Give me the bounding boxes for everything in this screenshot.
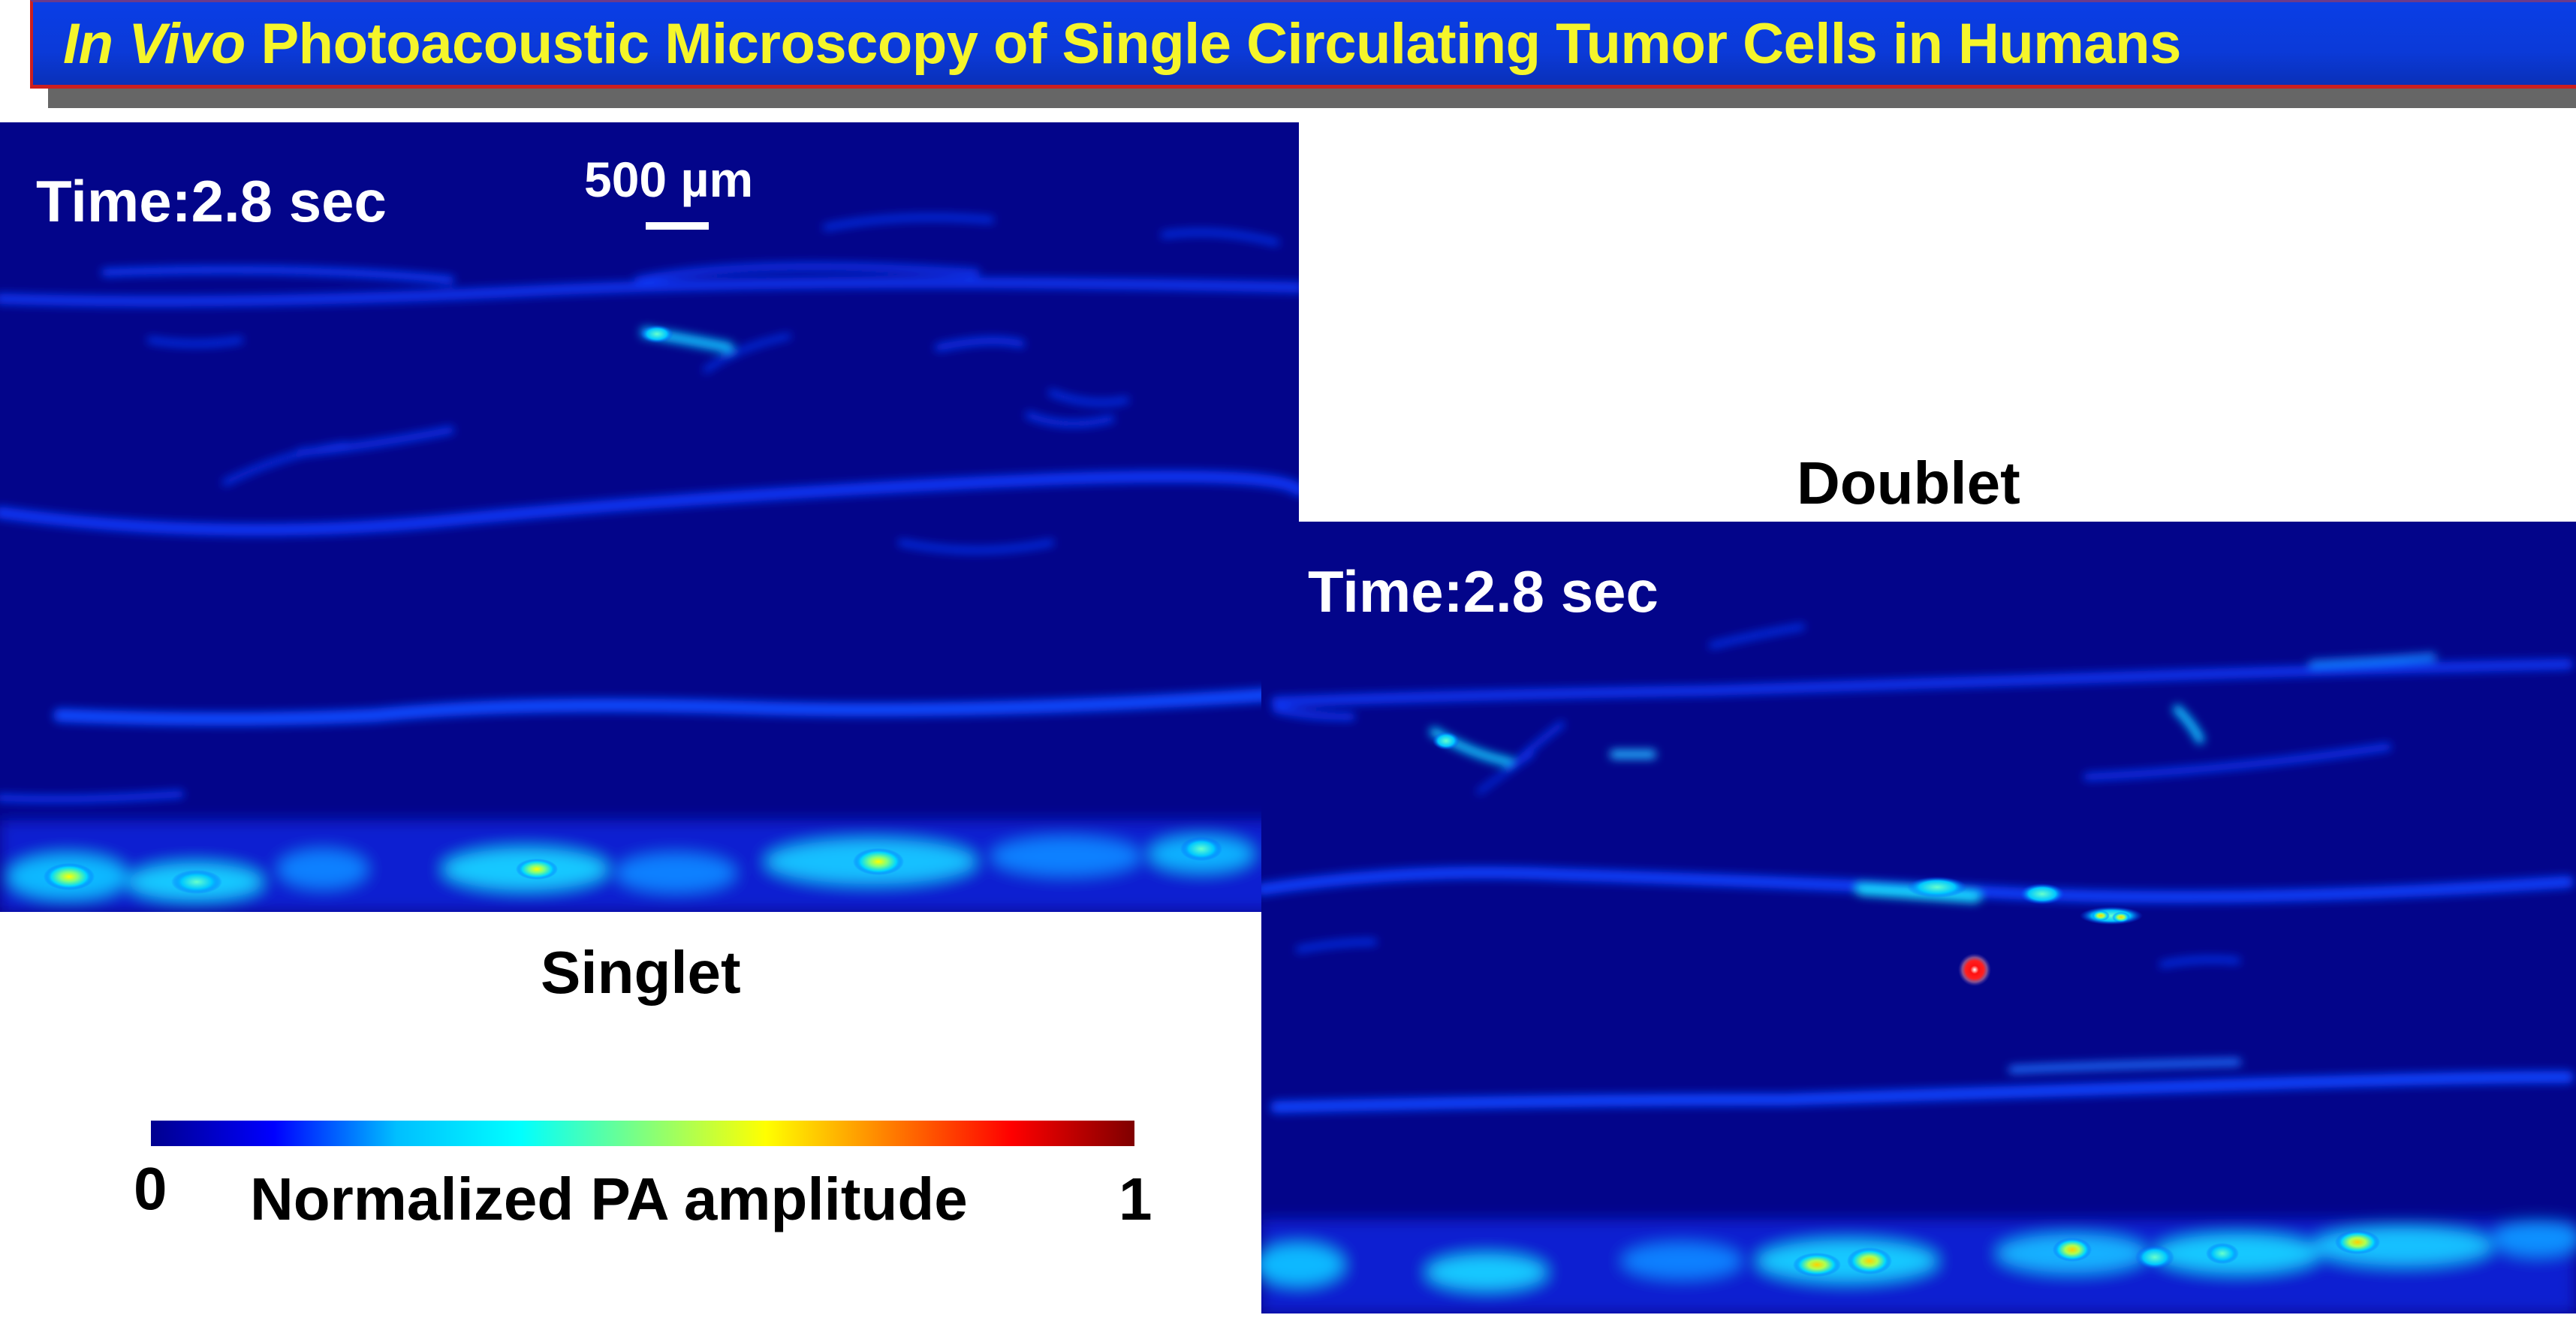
doublet-time-label: Time:2.8 sec — [1308, 558, 1659, 624]
singlet-pam-image: Time:2.8 sec 500 µm — [0, 122, 1299, 912]
colorbar-title: Normalized PA amplitude — [250, 1166, 968, 1232]
slide-title: In Vivo Photoacoustic Microscopy of Sing… — [33, 11, 2181, 77]
red-marker-dot — [1958, 953, 1991, 986]
colorbar-max-label: 1 — [1119, 1166, 1152, 1232]
singlet-time-label: Time:2.8 sec — [36, 168, 387, 234]
slide-title-italic: In Vivo — [63, 11, 246, 76]
doublet-vessel-map — [1261, 624, 2576, 1313]
title-banner: In Vivo Photoacoustic Microscopy of Sing… — [30, 0, 2576, 89]
title-shadow — [48, 89, 2576, 108]
scale-bar-label: 500 µm — [584, 152, 754, 207]
doublet-pam-image: Time:2.8 sec — [1261, 522, 2576, 1313]
singlet-vessel-map — [0, 214, 1299, 912]
colorbar-min-label: 0 — [134, 1155, 167, 1222]
slide-title-rest: Photoacoustic Microscopy of Single Circu… — [245, 11, 2181, 76]
scale-bar — [646, 222, 709, 230]
singlet-caption: Singlet — [541, 939, 741, 1006]
colorbar — [151, 1121, 1134, 1146]
doublet-caption: Doublet — [1797, 450, 2020, 516]
doublet-ctc-signal — [2080, 907, 2143, 925]
